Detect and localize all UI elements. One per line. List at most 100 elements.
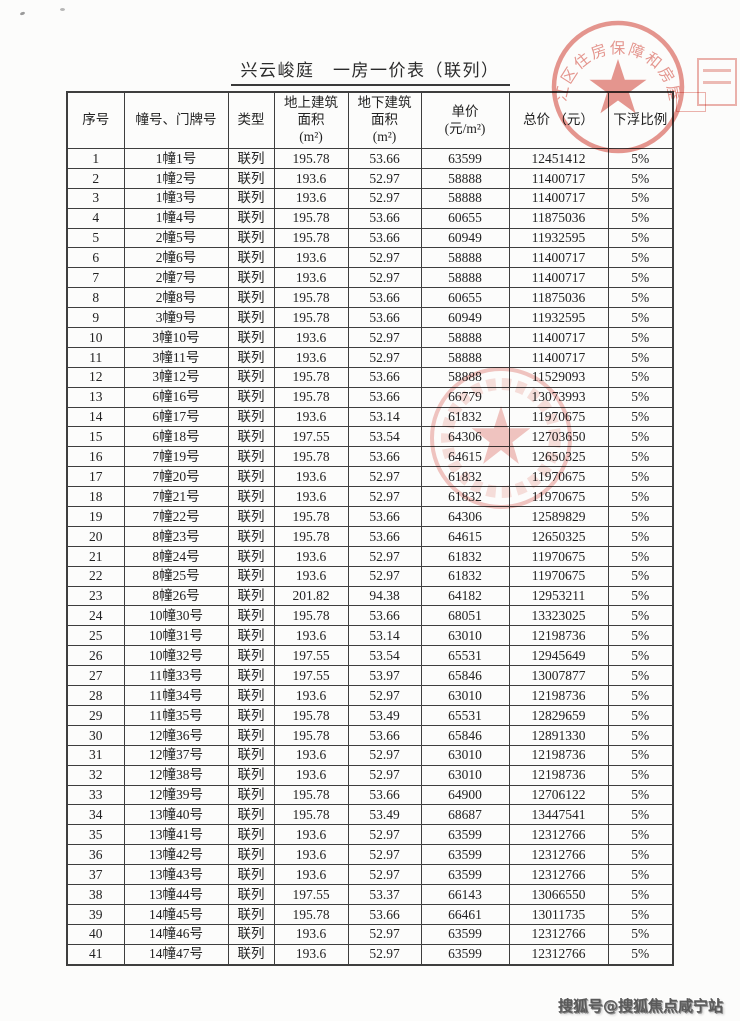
table-row: 3 1幢3号 联列 193.6 52.97 58888 11400717 5% [66, 187, 674, 209]
table-cell: 13323025 [508, 605, 609, 627]
table-cell: 联列 [227, 784, 275, 806]
table-cell: 193.6 [273, 545, 349, 567]
table-cell: 11 [66, 346, 125, 368]
table-row: 12 3幢12号 联列 195.78 53.66 58888 11529093 5% [66, 366, 674, 388]
table-row: 1 1幢1号 联列 195.78 53.66 63599 12451412 5% [66, 148, 674, 169]
table-cell: 联列 [227, 645, 275, 667]
table-cell: 30 [66, 724, 125, 746]
table-cell: 3 [66, 187, 125, 209]
table-cell: 11400717 [508, 167, 609, 189]
table-cell: 64615 [420, 446, 510, 468]
table-cell: 27 [66, 665, 125, 687]
table-row: 19 7幢22号 联列 195.78 53.66 64306 12589829 5% [66, 506, 674, 527]
table-cell: 16 [66, 446, 125, 468]
table-cell: 64182 [420, 585, 510, 607]
table-cell: 53.14 [347, 625, 422, 647]
table-cell: 195.78 [273, 227, 349, 249]
table-cell: 12幢37号 [123, 744, 229, 766]
table-cell: 52.97 [347, 685, 422, 706]
table-cell: 11932595 [508, 227, 609, 249]
table-row: 31 12幢37号 联列 193.6 52.97 63010 12198736 5% [66, 744, 674, 766]
table-cell: 1 [66, 148, 125, 169]
table-cell: 34 [66, 804, 125, 826]
table-cell: 5% [607, 923, 674, 945]
table-cell: 61832 [420, 565, 510, 587]
table-cell: 25 [66, 625, 125, 647]
table-cell: 5% [607, 346, 674, 368]
table-row: 22 8幢25号 联列 193.6 52.97 61832 11970675 5% [66, 565, 674, 587]
table-cell: 5% [607, 665, 674, 687]
page-title-text: 兴云峻庭 一房一价表（联列） [230, 61, 510, 86]
table-cell: 联列 [227, 167, 275, 189]
table-cell: 52.97 [347, 545, 422, 567]
table-cell: 65846 [420, 665, 510, 687]
table-cell: 61832 [420, 406, 510, 428]
table-cell: 2幢5号 [123, 227, 229, 249]
table-cell: 63010 [420, 744, 510, 766]
table-cell: 2幢6号 [123, 247, 229, 269]
table-row: 13 6幢16号 联列 195.78 53.66 66779 13073993 5% [66, 386, 674, 408]
column-header: 地上建筑 面积 (m²) [273, 91, 349, 149]
table-cell: 28 [66, 685, 125, 706]
table-cell: 14幢47号 [123, 943, 229, 966]
table-cell: 63010 [420, 764, 510, 786]
table-cell: 5% [607, 565, 674, 587]
table-cell: 联列 [227, 665, 275, 687]
column-header: 下浮比例 [607, 91, 674, 149]
table-cell: 193.6 [273, 406, 349, 428]
table-cell: 53.66 [347, 287, 422, 309]
table-row: 30 12幢36号 联列 195.78 53.66 65846 12891330 5% [66, 724, 674, 746]
table-cell: 10幢30号 [123, 605, 229, 627]
table-cell: 195.78 [273, 446, 349, 468]
table-cell: 66779 [420, 386, 510, 408]
table-cell: 联列 [227, 486, 275, 508]
table-cell: 64900 [420, 784, 510, 806]
table-cell: 195.78 [273, 804, 349, 826]
column-header: 序号 [66, 91, 125, 149]
table-cell: 53.66 [347, 446, 422, 468]
table-cell: 联列 [227, 346, 275, 368]
table-cell: 11970675 [508, 565, 609, 587]
table-cell: 4 [66, 207, 125, 229]
table-cell: 195.78 [273, 386, 349, 408]
table-cell: 12945649 [508, 645, 609, 667]
table-cell: 53.66 [347, 525, 422, 547]
table-cell: 10幢32号 [123, 645, 229, 667]
table-cell: 193.6 [273, 565, 349, 587]
table-cell: 37 [66, 864, 125, 885]
table-cell: 5% [607, 784, 674, 806]
table-cell: 52.97 [347, 466, 422, 488]
table-cell: 11970675 [508, 545, 609, 567]
table-body: 1 1幢1号 联列 195.78 53.66 63599 12451412 5% 2 1幢2号 联列… [66, 148, 674, 966]
table-cell: 68051 [420, 605, 510, 627]
table-cell: 联列 [227, 704, 275, 726]
table-cell: 1幢1号 [123, 148, 229, 169]
table-cell: 193.6 [273, 764, 349, 786]
table-cell: 193.6 [273, 187, 349, 209]
table-row: 33 12幢39号 联列 195.78 53.66 64900 12706122 5% [66, 784, 674, 806]
table-cell: 35 [66, 824, 125, 846]
table-cell: 8幢24号 [123, 545, 229, 567]
table-cell: 5% [607, 744, 674, 766]
table-cell: 193.6 [273, 943, 349, 966]
table-cell: 联列 [227, 903, 275, 925]
table-cell: 195.78 [273, 307, 349, 329]
table-cell: 195.78 [273, 506, 349, 527]
table-cell: 14 [66, 406, 125, 428]
table-cell: 53.14 [347, 406, 422, 428]
table-cell: 联列 [227, 327, 275, 348]
table-cell: 53.54 [347, 645, 422, 667]
table-cell: 195.78 [273, 784, 349, 806]
table-cell: 11875036 [508, 207, 609, 229]
table-cell: 5% [607, 645, 674, 667]
table-cell: 联列 [227, 625, 275, 647]
table-cell: 53.66 [347, 366, 422, 388]
table-cell: 3幢11号 [123, 346, 229, 368]
table-cell: 40 [66, 923, 125, 945]
table-cell: 6 [66, 247, 125, 269]
table-cell: 联列 [227, 406, 275, 428]
table-cell: 23 [66, 585, 125, 607]
column-header: 类型 [227, 91, 275, 149]
table-cell: 193.6 [273, 327, 349, 348]
table-cell: 9 [66, 307, 125, 329]
